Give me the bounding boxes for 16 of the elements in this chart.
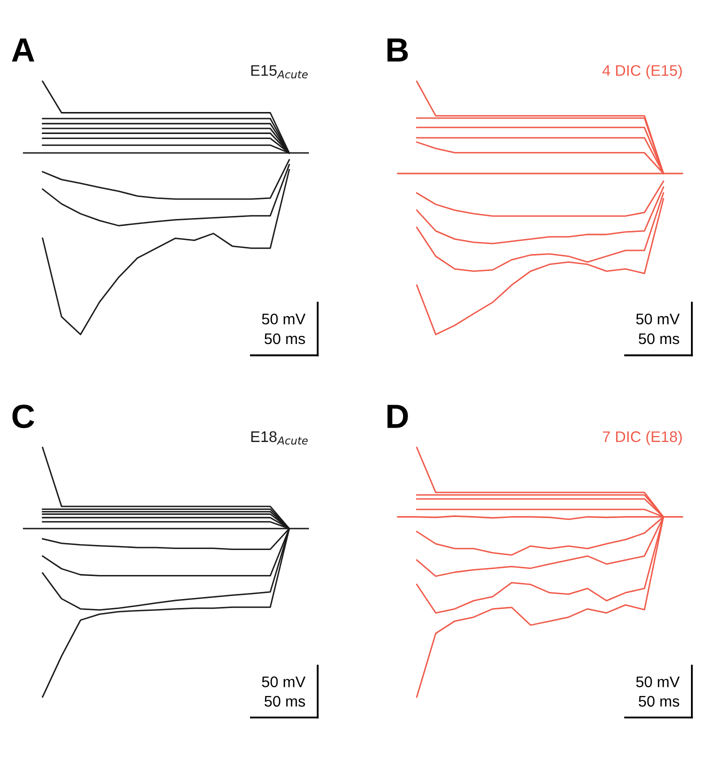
chart-subtitle: E15$_{Acute}$ [251,65,308,78]
annotation: 50 ms [638,333,680,344]
chart-title: D [387,404,408,428]
annotation: 50 mV [636,676,680,688]
annotation: 50 mV [262,676,306,688]
annotation: 50 ms [264,333,306,344]
chart-subtitle: 4 DIC (E15) [602,64,682,79]
annotation: 50 ms [638,696,680,707]
annotation: 50 ms [264,696,306,707]
chart-subtitle: 7 DIC (E18) [602,430,682,446]
chart-subtitle: E18$_{Acute}$ [251,431,308,445]
chart-title: B [387,38,408,62]
annotation: 50 mV [262,314,306,324]
chart-title: C [12,404,34,428]
chart-title: A [12,38,34,62]
annotation: 50 mV [636,314,680,324]
